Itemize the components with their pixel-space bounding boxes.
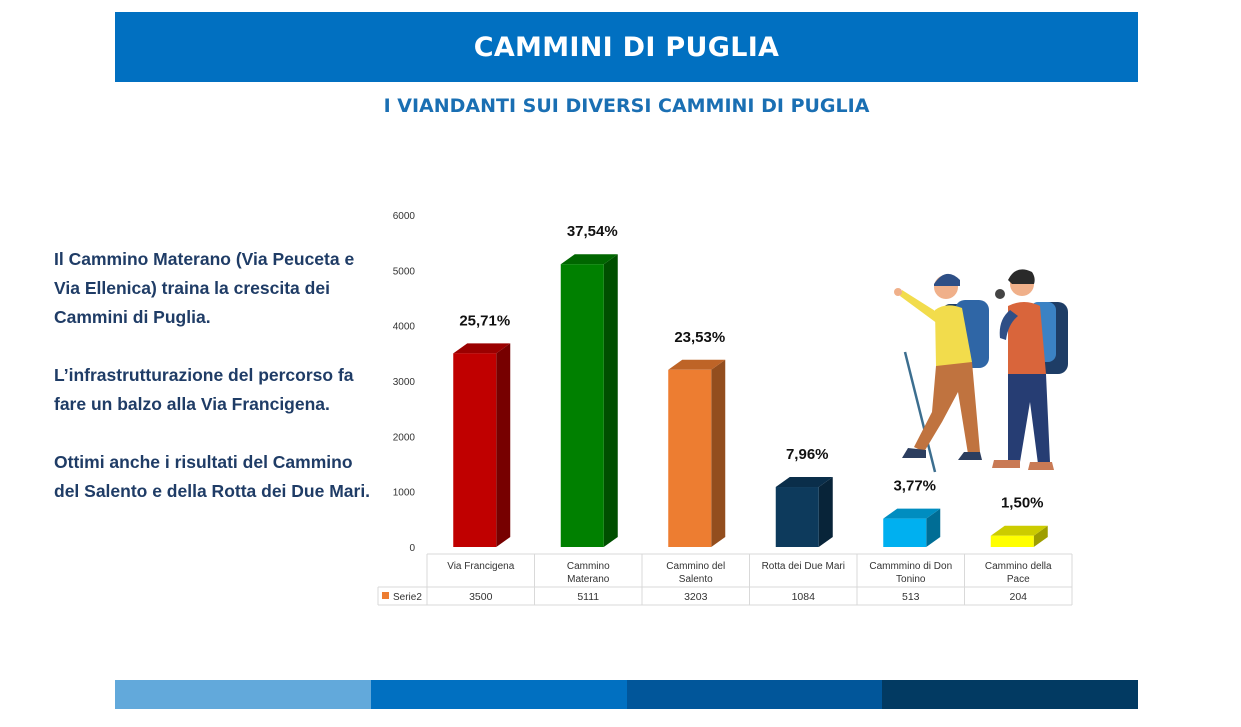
bar-side (496, 343, 511, 547)
series-name: Serie2 (393, 592, 422, 603)
bar-top (883, 508, 941, 519)
page-title: CAMMINI DI PUGLIA (473, 31, 780, 63)
bar-top (453, 343, 511, 354)
commentary-paragraph-3: Ottimi anche i risultati del Cammino del… (54, 452, 371, 501)
data-label: 25,71% (459, 312, 510, 329)
bar (990, 535, 1034, 547)
bar-side (603, 254, 618, 547)
bar (668, 369, 712, 547)
bar-side (711, 359, 726, 547)
table-value: 3203 (684, 591, 708, 603)
page-subtitle: I VIANDANTI SUI DIVERSI CAMMINI DI PUGLI… (383, 95, 870, 117)
bar-top (990, 525, 1048, 536)
commentary-paragraph-2: L’infrastrutturazione del percorso fa fa… (54, 365, 354, 414)
category-label: Via Francigena (447, 561, 515, 572)
bar-side (1033, 525, 1048, 547)
bar-top (668, 359, 726, 370)
bar-top (560, 254, 618, 265)
table-value: 1084 (792, 591, 816, 603)
category-label: Cammmino di Don (869, 561, 952, 572)
bar (453, 353, 497, 547)
category-label: Tonino (896, 574, 926, 585)
category-label: Cammino del (666, 561, 725, 572)
y-tick-label: 0 (409, 543, 415, 554)
data-label: 37,54% (567, 223, 618, 240)
data-label: 23,53% (674, 329, 725, 346)
y-tick-label: 2000 (393, 432, 416, 443)
category-label: Pace (1007, 574, 1030, 585)
y-tick-label: 6000 (393, 211, 416, 222)
bar (883, 518, 927, 547)
bar-top (775, 477, 833, 488)
table-value: 5111 (577, 591, 599, 603)
y-tick-label: 4000 (393, 322, 416, 333)
series-marker (382, 592, 389, 599)
data-label: 1,50% (1001, 495, 1044, 512)
category-label: Cammino (567, 561, 610, 572)
y-tick-label: 1000 (393, 488, 416, 499)
category-label: Rotta dei Due Mari (762, 561, 845, 572)
data-label: 3,77% (893, 478, 936, 495)
commentary-text: Il Cammino Materano (Via Peuceta e Via E… (54, 245, 374, 535)
table-value: 204 (1009, 591, 1027, 603)
header-bar: CAMMINI DI PUGLIA (115, 12, 1138, 82)
table-value: 513 (902, 591, 920, 603)
bar (775, 487, 819, 547)
bar-side (926, 508, 941, 547)
hikers-illustration (894, 269, 1068, 473)
category-label: Materano (567, 574, 610, 585)
category-label: Cammino della (985, 561, 1052, 572)
bar-side (818, 477, 833, 547)
footer-stripe (882, 680, 1139, 709)
table-value: 3500 (469, 591, 493, 603)
commentary-paragraph-1: Il Cammino Materano (Via Peuceta e Via E… (54, 249, 355, 327)
y-tick-label: 3000 (393, 377, 416, 388)
y-tick-label: 5000 (393, 266, 416, 277)
footer-stripe (626, 680, 883, 709)
category-label: Salento (679, 574, 713, 585)
footer-stripe (115, 680, 371, 709)
data-label: 7,96% (786, 446, 829, 463)
bar (560, 264, 604, 547)
hiker-right (992, 269, 1068, 470)
footer-stripe (370, 680, 627, 709)
hiker-left (894, 273, 989, 473)
